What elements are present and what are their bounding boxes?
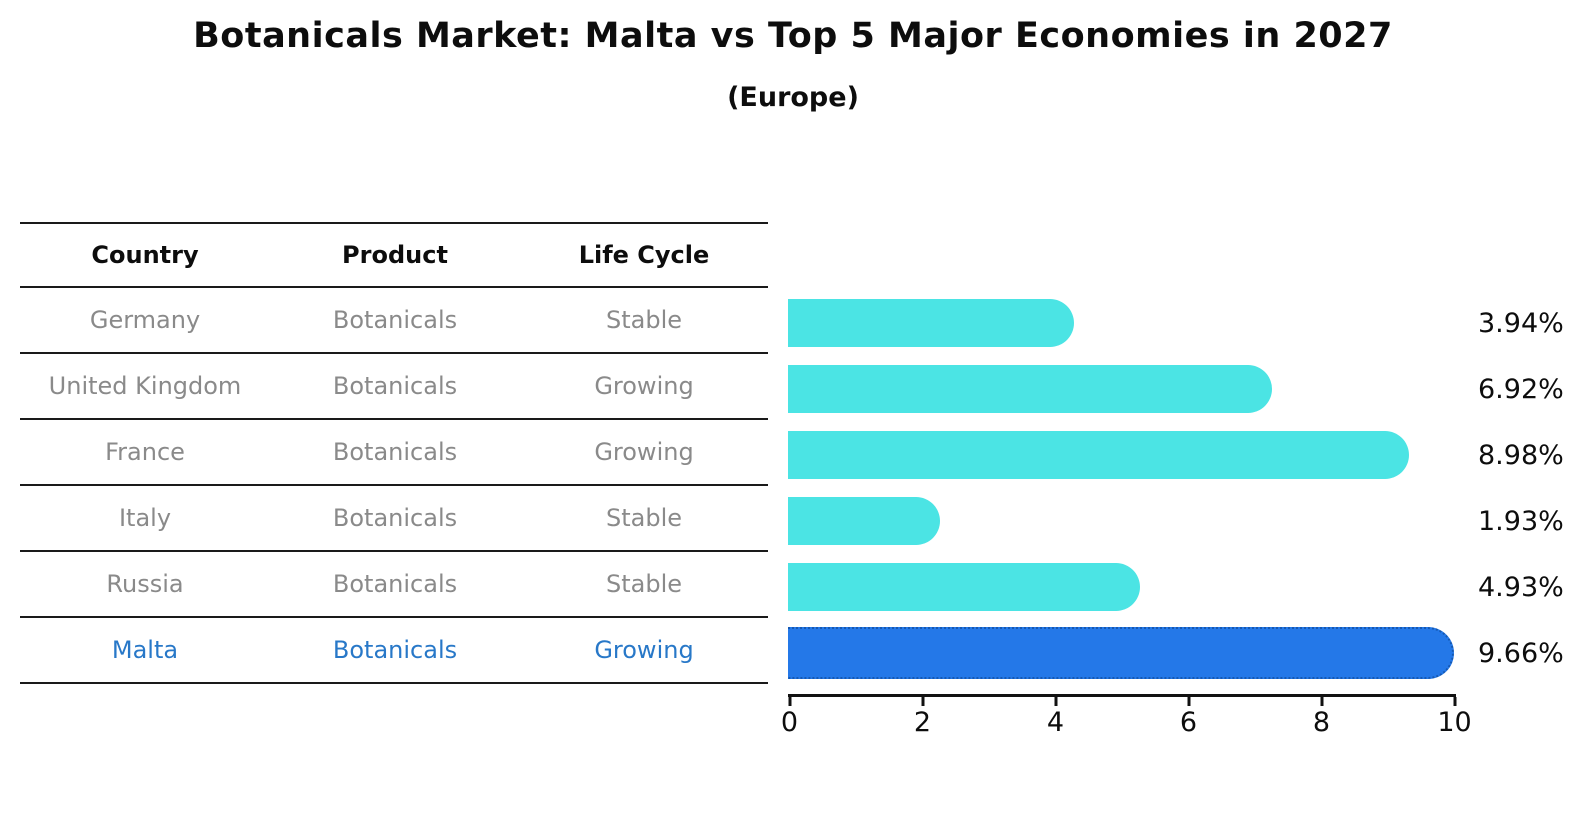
country-cell: Malta xyxy=(111,636,179,664)
x-axis-tick xyxy=(1187,697,1190,706)
table-row: Germany Botanicals Stable xyxy=(20,288,768,354)
product-cell: Botanicals xyxy=(332,636,458,664)
country-table: Country Product Life Cycle Germany Botan… xyxy=(20,222,768,684)
product-cell: Botanicals xyxy=(332,438,458,466)
bar-row xyxy=(788,422,1488,488)
bar-united-kingdom xyxy=(788,365,1273,413)
life-cycle-cell: Growing xyxy=(594,372,694,400)
column-header-product: Product xyxy=(342,241,448,269)
life-cycle-cell: Growing xyxy=(594,438,694,466)
column-header-country: Country xyxy=(91,241,199,269)
column-header-life-cycle: Life Cycle xyxy=(578,241,710,269)
bar-germany xyxy=(788,299,1074,347)
bar-row xyxy=(788,356,1488,422)
x-axis-tick-label: 8 xyxy=(1312,707,1331,738)
table-row: France Botanicals Growing xyxy=(20,420,768,486)
bar-russia xyxy=(788,563,1140,611)
bar-row xyxy=(788,488,1488,554)
value-label-france: 8.98% xyxy=(1478,439,1564,471)
chart-title: Botanicals Market: Malta vs Top 5 Major … xyxy=(193,16,1393,56)
product-cell: Botanicals xyxy=(332,372,458,400)
x-axis-tick-label: 4 xyxy=(1046,707,1065,738)
product-cell: Botanicals xyxy=(332,570,458,598)
x-axis-tick xyxy=(921,697,924,706)
x-axis-tick-label: 6 xyxy=(1179,707,1198,738)
table-row: United Kingdom Botanicals Growing xyxy=(20,354,768,420)
value-labels-column: 3.94% 6.92% 8.98% 1.93% 4.93% 9.66% xyxy=(1478,290,1564,686)
product-cell: Botanicals xyxy=(332,306,458,334)
country-cell: Russia xyxy=(106,570,184,598)
x-axis-tick-label: 2 xyxy=(913,707,932,738)
life-cycle-cell: Stable xyxy=(605,306,683,334)
life-cycle-cell: Stable xyxy=(605,570,683,598)
table-row: Russia Botanicals Stable xyxy=(20,552,768,618)
country-cell: Italy xyxy=(118,504,172,532)
bar-row xyxy=(788,554,1488,620)
bar-italy xyxy=(788,497,941,545)
table-row: Italy Botanicals Stable xyxy=(20,486,768,552)
life-cycle-cell: Growing xyxy=(594,636,694,664)
country-cell: United Kingdom xyxy=(48,372,242,400)
value-label-malta: 9.66% xyxy=(1478,637,1564,669)
x-axis-line xyxy=(788,694,1456,697)
bar-chart-area xyxy=(788,290,1488,686)
x-axis-tick-label: 10 xyxy=(1437,707,1472,738)
country-cell: France xyxy=(105,438,185,466)
x-axis-tick-label: 0 xyxy=(780,707,799,738)
bar-row xyxy=(788,620,1488,686)
value-label-united-kingdom: 6.92% xyxy=(1478,373,1564,405)
life-cycle-cell: Stable xyxy=(605,504,683,532)
x-axis-tick xyxy=(1320,697,1323,706)
country-cell: Germany xyxy=(89,306,201,334)
chart-subtitle: (Europe) xyxy=(727,82,859,113)
bar-malta-highlighted xyxy=(788,627,1455,679)
x-axis-tick xyxy=(1054,697,1057,706)
value-label-italy: 1.93% xyxy=(1478,505,1564,537)
x-axis-tick xyxy=(788,697,791,706)
x-axis: 0 2 4 6 8 10 xyxy=(781,694,1472,754)
table-header-row: Country Product Life Cycle xyxy=(20,222,768,288)
x-axis-tick xyxy=(1453,697,1456,706)
table-row-malta-highlighted: Malta Botanicals Growing xyxy=(20,618,768,684)
bar-france xyxy=(788,431,1410,479)
product-cell: Botanicals xyxy=(332,504,458,532)
value-label-germany: 3.94% xyxy=(1478,307,1564,339)
value-label-russia: 4.93% xyxy=(1478,571,1564,603)
bar-row xyxy=(788,290,1488,356)
